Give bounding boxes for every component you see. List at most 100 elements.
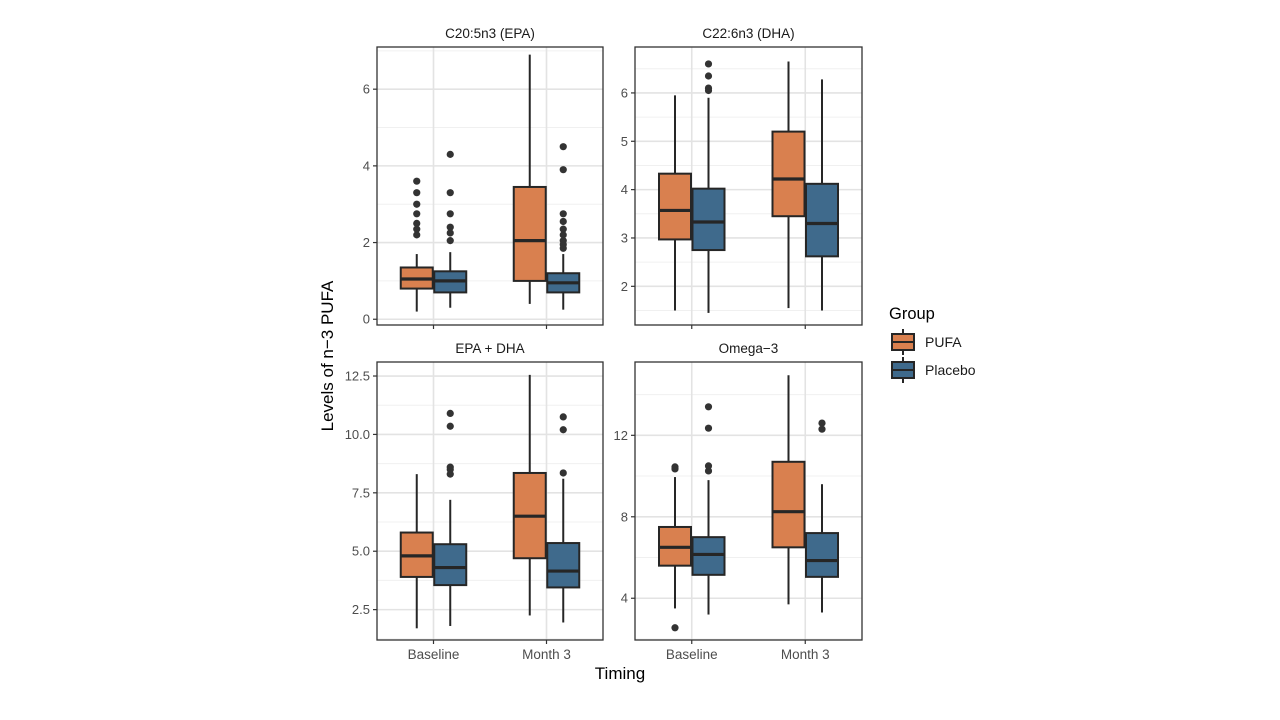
outlier-point xyxy=(704,403,713,411)
legend: Group PUFA Placebo xyxy=(889,305,976,383)
outlier-point xyxy=(559,210,567,218)
y-tick-label: 3 xyxy=(621,230,628,245)
panel-border xyxy=(634,46,863,326)
panel-border xyxy=(376,361,604,641)
outlier-point xyxy=(413,177,421,185)
outlier-point xyxy=(446,150,454,158)
y-axis-title: Levels of n−3 PUFA xyxy=(318,280,337,431)
outlier-point xyxy=(413,231,421,239)
outlier-point xyxy=(559,426,567,434)
y-tick-label: 8 xyxy=(621,509,628,524)
facet-panel: C20:5n3 (EPA) 0 2 4 6 xyxy=(363,26,604,329)
y-tick-label: 6 xyxy=(621,85,628,100)
outlier-point xyxy=(818,419,826,427)
outlier-point xyxy=(446,237,454,245)
panel-border xyxy=(376,46,604,326)
outlier-point xyxy=(818,425,826,433)
outlier-point xyxy=(704,462,713,470)
outlier-point xyxy=(446,189,454,197)
y-tick-label: 7.5 xyxy=(352,485,370,500)
y-tick-label: 4 xyxy=(621,591,628,606)
outlier-point xyxy=(446,210,454,218)
y-tick-label: 12.5 xyxy=(345,369,370,384)
box-pufa-baseline xyxy=(658,95,692,311)
x-tick-label: Baseline xyxy=(666,647,718,662)
y-tick-label: 2 xyxy=(363,235,370,250)
box-pufa-baseline xyxy=(399,177,434,312)
legend-label: PUFA xyxy=(925,334,962,350)
box-body xyxy=(805,182,839,258)
x-tick-label: Month 3 xyxy=(522,647,571,662)
facet-panel: EPA + DHA 2.5 5.0 7.5 10.0 12.5 Baseline Month … xyxy=(345,341,604,662)
box-placebo-baseline xyxy=(691,60,726,313)
box-body xyxy=(805,532,839,578)
panel-background xyxy=(635,362,862,640)
outlier-point xyxy=(559,225,567,233)
box-pufa-baseline xyxy=(658,463,692,632)
facet-panel: Omega−3 4 8 12 Baseline Month 3 xyxy=(614,341,863,662)
box-placebo-baseline xyxy=(433,150,468,308)
y-tick-label: 2.5 xyxy=(352,602,370,617)
outlier-point xyxy=(446,229,454,237)
panel-title: EPA + DHA xyxy=(455,341,524,356)
outlier-point xyxy=(446,223,454,231)
outlier-point xyxy=(413,189,421,197)
legend-label: Placebo xyxy=(925,362,976,378)
box-body xyxy=(512,185,547,282)
x-tick-label: Month 3 xyxy=(781,647,830,662)
box-placebo-month-3 xyxy=(805,79,839,311)
outlier-point xyxy=(704,467,713,475)
box-body xyxy=(771,460,806,549)
legend-title: Group xyxy=(889,305,935,323)
outlier-point xyxy=(559,231,567,239)
panel-border xyxy=(634,361,863,641)
x-tick-label: Baseline xyxy=(408,647,460,662)
box-body xyxy=(546,542,581,589)
box-body xyxy=(691,187,726,252)
outlier-point xyxy=(671,624,679,632)
outlier-point xyxy=(671,463,679,471)
outlier-point xyxy=(704,72,713,80)
outlier-point xyxy=(559,413,567,421)
panel-title: C22:6n3 (DHA) xyxy=(702,26,794,41)
outlier-point xyxy=(446,422,454,430)
facet-panel: C22:6n3 (DHA) 2 3 4 5 6 xyxy=(621,26,863,329)
x-axis-title: Timing xyxy=(595,664,645,683)
outlier-point xyxy=(559,217,567,226)
box-pufa-month-3 xyxy=(771,375,806,605)
outlier-point xyxy=(413,225,421,233)
outlier-point xyxy=(413,219,421,227)
y-tick-label: 5 xyxy=(621,134,628,149)
outlier-point xyxy=(446,409,454,417)
box-placebo-month-3 xyxy=(805,419,839,613)
outlier-point xyxy=(559,469,567,477)
legend-item-placebo: Placebo xyxy=(891,357,976,383)
box-pufa-month-3 xyxy=(771,61,806,309)
y-tick-label: 10.0 xyxy=(345,427,370,442)
y-tick-label: 6 xyxy=(363,82,370,97)
outlier-point xyxy=(413,210,421,218)
box-placebo-baseline xyxy=(691,403,726,615)
outlier-point xyxy=(559,166,567,174)
outlier-point xyxy=(704,424,713,432)
box-placebo-month-3 xyxy=(546,143,581,310)
y-tick-label: 0 xyxy=(363,312,370,327)
outlier-point xyxy=(559,143,567,151)
box-placebo-baseline xyxy=(433,409,468,626)
y-tick-label: 2 xyxy=(621,279,628,294)
outlier-point xyxy=(704,60,713,68)
box-pufa-month-3 xyxy=(512,374,547,616)
box-pufa-baseline xyxy=(399,474,434,629)
y-tick-label: 12 xyxy=(614,428,628,443)
box-pufa-month-3 xyxy=(512,54,547,304)
panel-title: Omega−3 xyxy=(719,341,779,356)
outlier-point xyxy=(704,84,713,92)
box-body xyxy=(433,543,468,587)
panel-title: C20:5n3 (EPA) xyxy=(445,26,535,41)
box-body xyxy=(658,172,692,241)
outlier-point xyxy=(446,463,454,471)
y-tick-label: 4 xyxy=(621,182,628,197)
legend-item-pufa: PUFA xyxy=(891,329,962,355)
outlier-point xyxy=(413,200,421,208)
